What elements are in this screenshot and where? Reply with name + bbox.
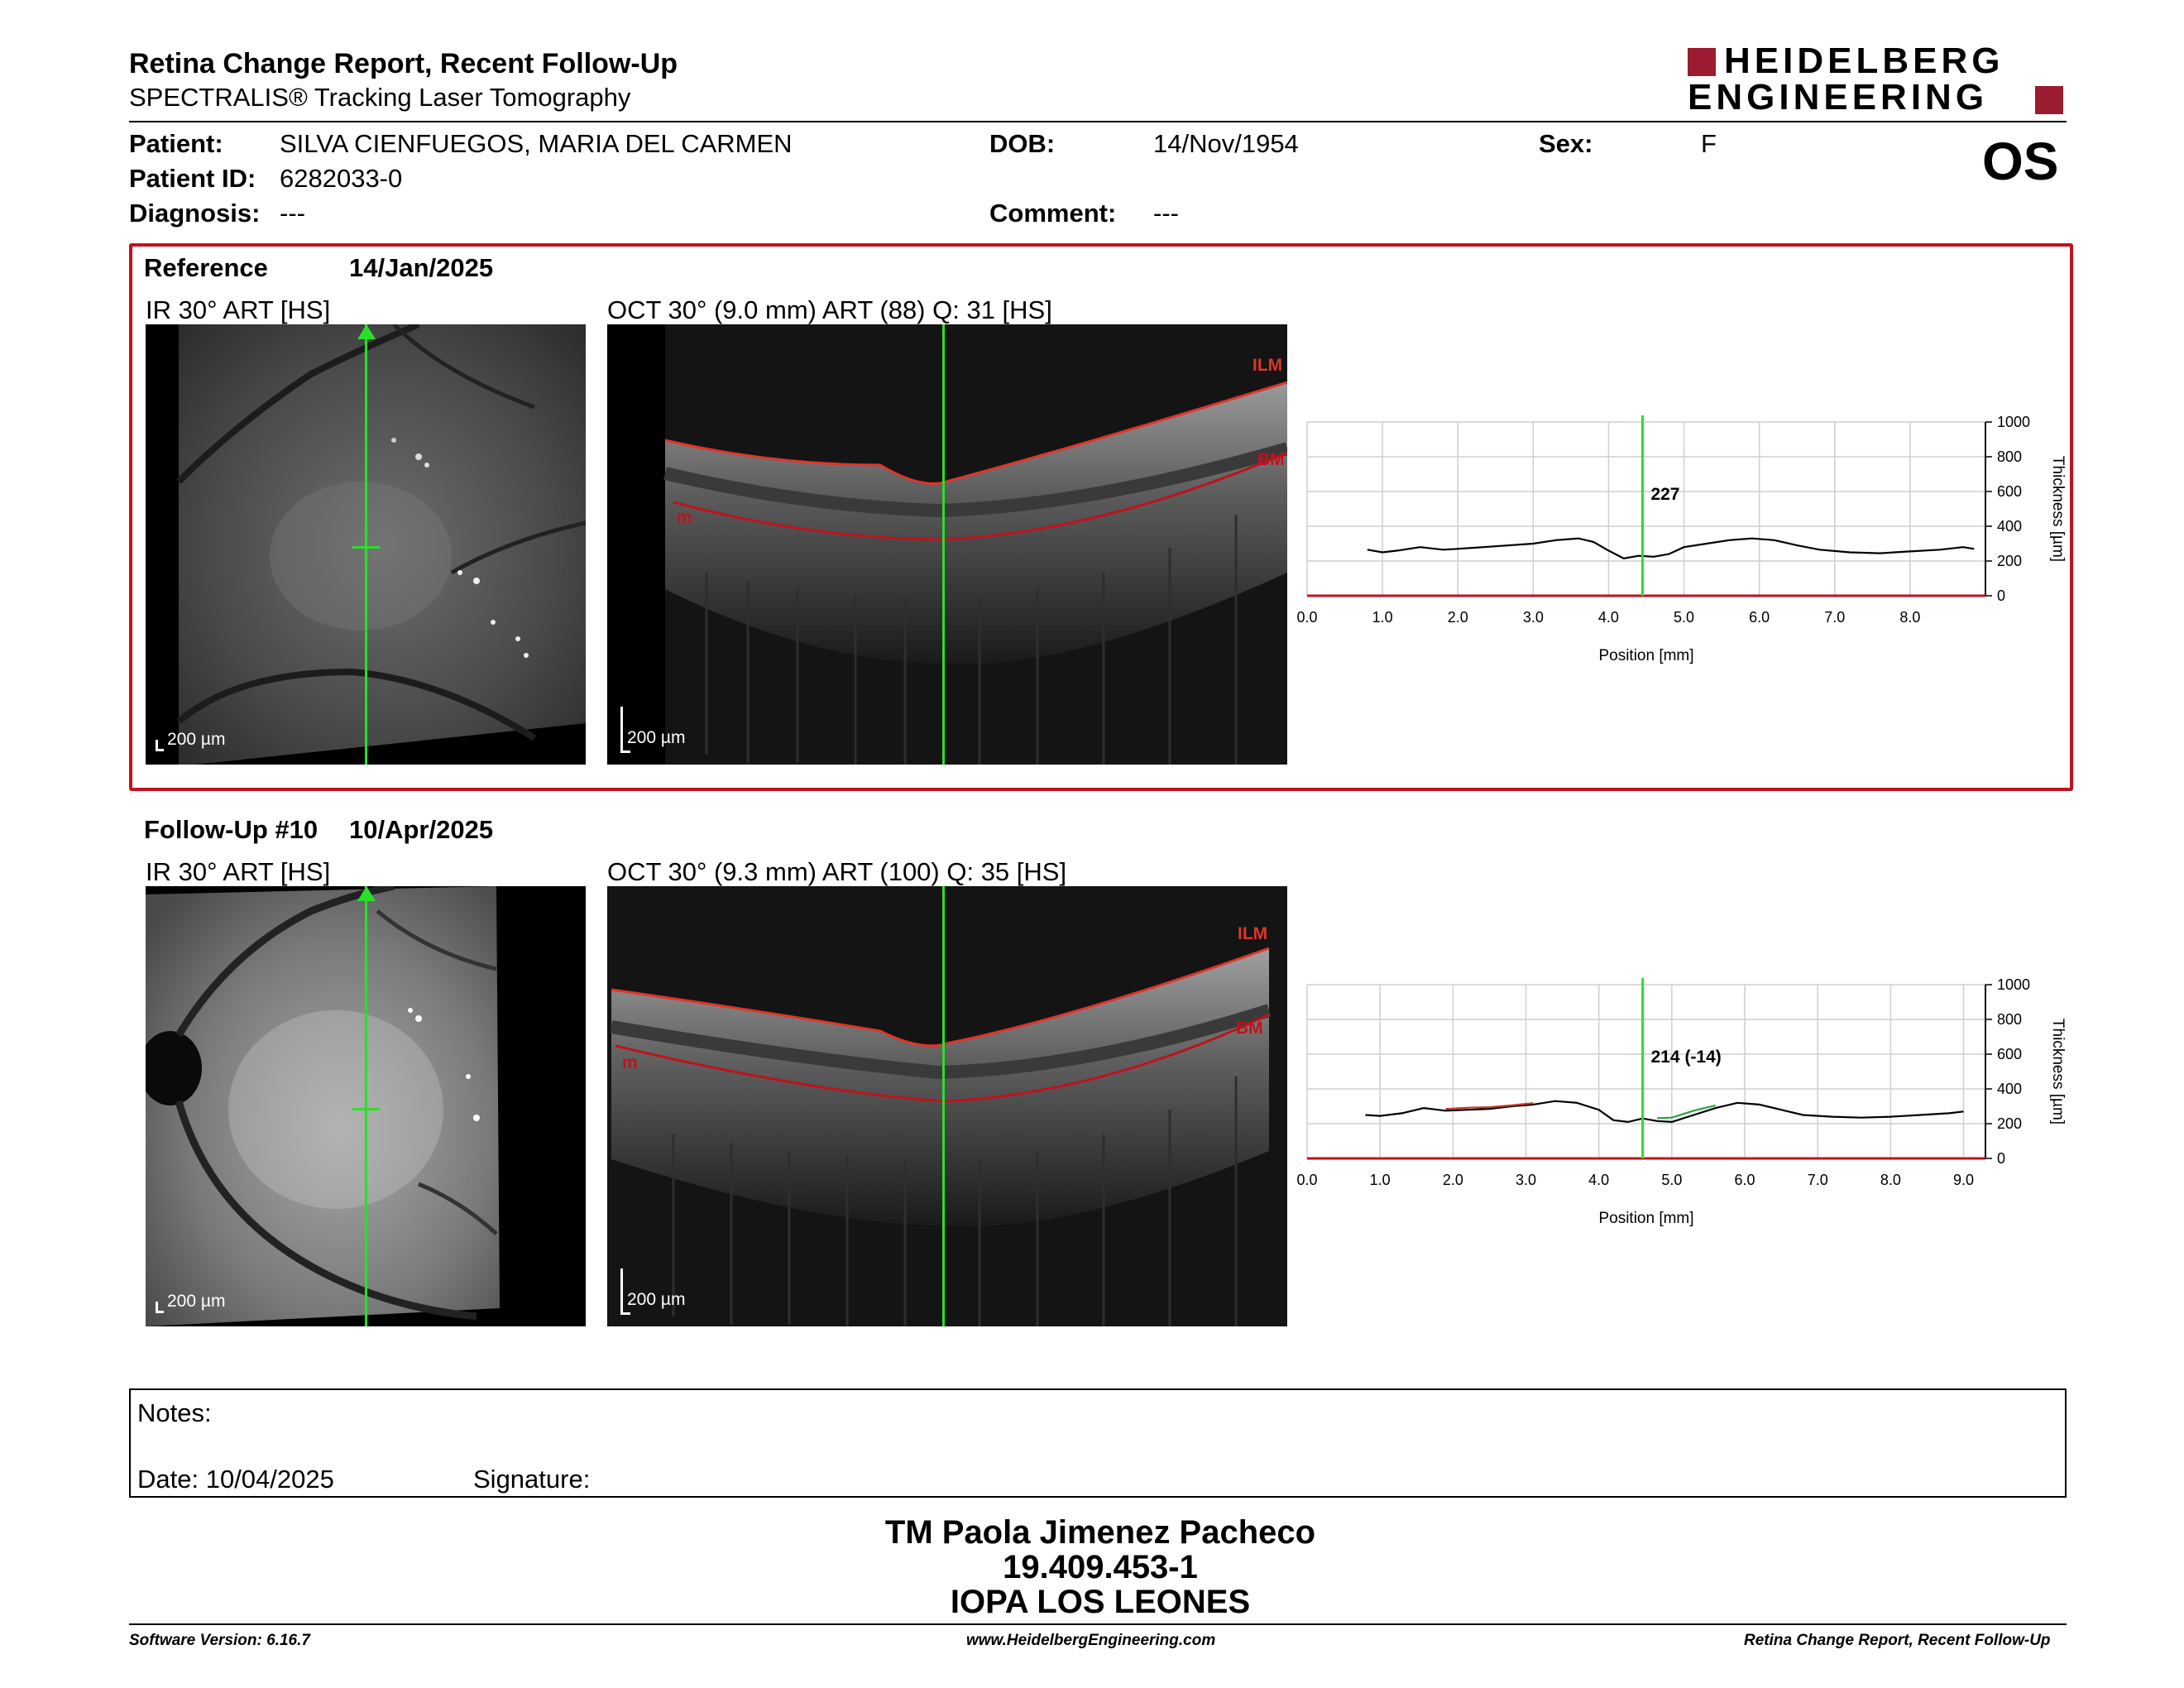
chart-cursor-value: 214 (-14) [1651, 1048, 1722, 1067]
chart-y-tick-label: 800 [1997, 448, 2022, 465]
chart-x-tick-label: 8.0 [1899, 609, 1920, 626]
sex-label: Sex: [1539, 129, 1593, 158]
followup-ir-title: IR 30° ART [HS] [146, 857, 331, 886]
chart-x-tick-label: 4.0 [1588, 1172, 1609, 1188]
chart-y-tick-label: 0 [1997, 587, 2005, 604]
patient-id-label: Patient ID: [129, 164, 256, 193]
reference-label: Reference [144, 253, 268, 282]
followup-oct-title: OCT 30° (9.3 mm) ART (100) Q: 35 [HS] [607, 857, 1067, 886]
notes-box: Notes: Date: 10/04/2025 Signature: [129, 1388, 2067, 1498]
followup-m-label: m [622, 1053, 638, 1072]
diagnosis-value: --- [280, 199, 305, 228]
chart-x-tick-label: 5.0 [1661, 1172, 1682, 1188]
chart-cursor-value: 227 [1650, 485, 1679, 504]
reference-bm-label: BM [1257, 450, 1285, 469]
footer-website: www.HeidelbergEngineering.com [966, 1632, 1216, 1649]
reference-oct-title: OCT 30° (9.0 mm) ART (88) Q: 31 [HS] [607, 295, 1052, 324]
reference-date: 14/Jan/2025 [349, 253, 494, 282]
followup-oct-scanline [942, 886, 945, 1326]
followup-bm-label: BM [1236, 1019, 1263, 1038]
chart-y-tick-label: 200 [1997, 1115, 2022, 1132]
footer-report-name: Retina Change Report, Recent Follow-Up [1744, 1632, 2051, 1649]
report-subtitle: SPECTRALIS® Tracking Laser Tomography [129, 83, 631, 112]
chart-x-tick-label: 3.0 [1516, 1172, 1536, 1188]
signer-organization: IOPA LOS LEONES [950, 1584, 1251, 1620]
reference-m-label: m [677, 508, 692, 527]
followup-ilm-label: ILM [1238, 924, 1268, 943]
chart-series-line [1445, 1102, 1534, 1110]
signer-id: 19.409.453-1 [1003, 1549, 1198, 1585]
followup-label: Follow-Up #10 [144, 815, 318, 844]
followup-ir-scanline [365, 886, 367, 1326]
chart-x-tick-label: 4.0 [1598, 609, 1619, 626]
reference-ilm-label: ILM [1252, 356, 1283, 375]
comment-label: Comment: [989, 199, 1117, 228]
signature-label: Signature: [473, 1465, 591, 1494]
chart-x-tick-label: 6.0 [1749, 609, 1770, 626]
chart-y-tick-label: 200 [1997, 553, 2022, 569]
reference-ir-title: IR 30° ART [HS] [146, 295, 331, 324]
chart-y-tick-label: 600 [1997, 483, 2022, 500]
chart-y-axis-label: Thickness [µm] [2049, 1019, 2067, 1125]
reference-oct-scanline [942, 324, 945, 765]
followup-thickness-chart: 0.0 1.0 2.0 3.0 4.0 5.0 6.0 7.0 8.0 9.0 0 200 400 600… [1296, 976, 2067, 1227]
chart-y-tick-label: 400 [1997, 1081, 2022, 1097]
chart-x-tick-label: 0.0 [1296, 1172, 1317, 1188]
sex-value: F [1701, 129, 1717, 158]
notes-label: Notes: [137, 1398, 212, 1427]
chart-series-line [1367, 537, 1975, 559]
chart-y-tick-label: 0 [1997, 1150, 2005, 1167]
chart-x-tick-label: 5.0 [1674, 609, 1694, 626]
patient-name: SILVA CIENFUEGOS, MARIA DEL CARMEN [280, 129, 793, 158]
chart-x-tick-label: 0.0 [1296, 609, 1317, 626]
dob-value: 14/Nov/1954 [1153, 129, 1299, 158]
comment-value: --- [1153, 199, 1179, 228]
chart-x-tick-label: 6.0 [1735, 1172, 1755, 1188]
followup-date: 10/Apr/2025 [349, 815, 494, 844]
chart-x-tick-label: 2.0 [1443, 1172, 1463, 1188]
dob-label: DOB: [989, 129, 1056, 158]
chart-x-axis-label: Position [mm] [1598, 647, 1693, 664]
reference-thickness-chart: 0.0 1.0 2.0 3.0 4.0 5.0 6.0 7.0 8.0 0 200 400 600 800… [1296, 414, 2067, 664]
chart-x-tick-label: 1.0 [1372, 609, 1393, 626]
diagnosis-label: Diagnosis: [129, 199, 261, 228]
followup-oct-image: ILM BM m 200 µm [607, 886, 1287, 1326]
chart-series-line [1657, 1104, 1717, 1120]
reference-ir-scanline [365, 324, 367, 765]
chart-series-line [1365, 1100, 1964, 1124]
chart-y-tick-label: 800 [1997, 1011, 2022, 1028]
chart-x-tick-label: 7.0 [1808, 1172, 1828, 1188]
reference-ir-image: 200 µm [146, 324, 586, 765]
chart-y-tick-label: 1000 [1997, 976, 2030, 993]
chart-y-axis-label: Thickness [µm] [2049, 456, 2067, 562]
chart-y-tick-label: 1000 [1997, 414, 2030, 430]
eye-label: OS [1982, 132, 2059, 191]
chart-x-tick-label: 1.0 [1370, 1172, 1391, 1188]
logo-text-2: ENGINEERING [1688, 77, 1989, 117]
reference-box [129, 243, 2073, 791]
chart-x-tick-label: 7.0 [1824, 609, 1845, 626]
chart-x-tick-label: 2.0 [1448, 609, 1468, 626]
chart-y-tick-label: 600 [1997, 1046, 2022, 1062]
chart-x-axis-label: Position [mm] [1598, 1210, 1693, 1227]
followup-ir-image: 200 µm [146, 886, 586, 1326]
footer-software-version: Software Version: 6.16.7 [129, 1632, 310, 1649]
chart-x-tick-label: 9.0 [1953, 1172, 1974, 1188]
patient-id: 6282033-0 [280, 164, 403, 193]
signer-name: TM Paola Jimenez Pacheco [884, 1514, 1316, 1551]
patient-label: Patient: [129, 129, 223, 158]
notes-date: Date: 10/04/2025 [137, 1465, 334, 1494]
logo-text-1: HEIDELBERG [1724, 41, 2004, 81]
chart-y-tick-label: 400 [1997, 518, 2022, 535]
chart-x-tick-label: 8.0 [1880, 1172, 1901, 1188]
company-logo: HEIDELBERG ENGINEERING [1688, 41, 2068, 117]
report-title: Retina Change Report, Recent Follow-Up [129, 48, 678, 79]
reference-oct-image: ILM BM m 200 µm [607, 324, 1287, 765]
chart-x-tick-label: 3.0 [1523, 609, 1544, 626]
